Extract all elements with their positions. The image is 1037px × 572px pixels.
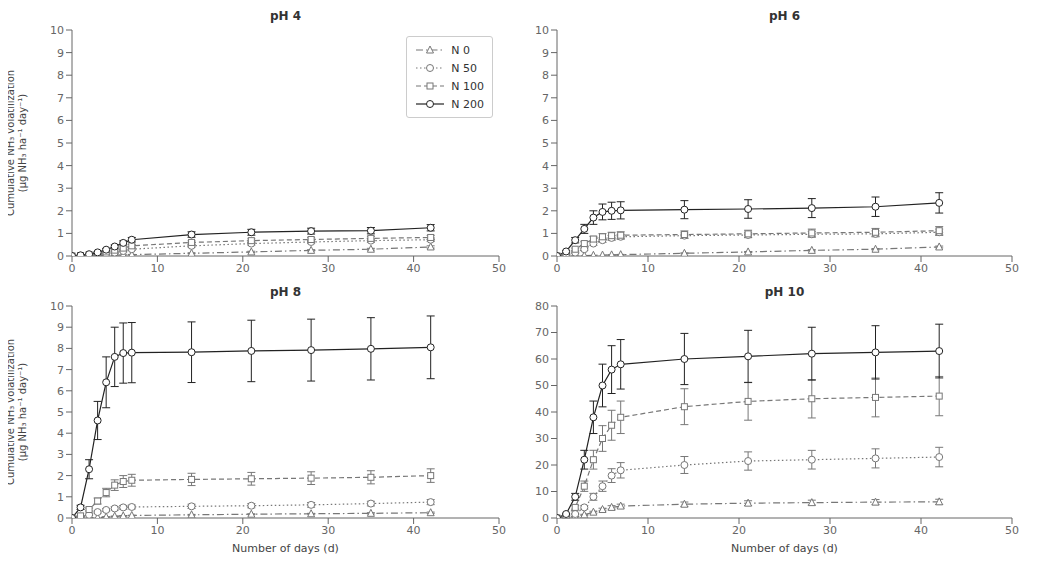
svg-text:50: 50 bbox=[535, 379, 549, 392]
svg-text:10: 10 bbox=[535, 24, 549, 37]
svg-text:20: 20 bbox=[535, 459, 549, 472]
svg-text:5: 5 bbox=[542, 137, 549, 150]
svg-text:4: 4 bbox=[57, 160, 64, 173]
svg-text:Number of days (d): Number of days (d) bbox=[731, 542, 838, 554]
html-text:pH 6: pH 6 bbox=[768, 9, 801, 23]
svg-text:10: 10 bbox=[50, 300, 64, 313]
svg-text:50: 50 bbox=[492, 262, 506, 275]
html-text:pH 10: pH 10 bbox=[764, 285, 805, 299]
svg-text:7: 7 bbox=[57, 364, 64, 377]
svg-text:20: 20 bbox=[732, 262, 746, 275]
svg-text:30: 30 bbox=[823, 524, 837, 537]
svg-text:0: 0 bbox=[69, 262, 76, 275]
svg-text:2: 2 bbox=[57, 470, 64, 483]
svg-text:4: 4 bbox=[57, 427, 64, 440]
svg-text:40: 40 bbox=[407, 262, 421, 275]
svg-text:40: 40 bbox=[407, 524, 421, 537]
svg-text:9: 9 bbox=[57, 321, 64, 334]
svg-text:4: 4 bbox=[542, 160, 549, 173]
svg-text:0: 0 bbox=[554, 524, 561, 537]
svg-text:10: 10 bbox=[535, 485, 549, 498]
svg-text:0: 0 bbox=[57, 512, 64, 525]
html-text:N 50: N 50 bbox=[451, 61, 477, 75]
svg-text:0: 0 bbox=[542, 512, 549, 525]
html-text:N 100: N 100 bbox=[451, 79, 484, 93]
svg-text:8: 8 bbox=[542, 69, 549, 82]
svg-text:3: 3 bbox=[57, 182, 64, 195]
html-text:pH 4: pH 4 bbox=[269, 9, 302, 23]
svg-text:Cumulative NH₃ volatilization(: Cumulative NH₃ volatilization(μg NH₃ ha⁻… bbox=[8, 339, 28, 485]
svg-text:7: 7 bbox=[57, 92, 64, 105]
svg-text:Number of days (d): Number of days (d) bbox=[232, 542, 339, 554]
svg-text:10: 10 bbox=[150, 262, 164, 275]
svg-text:30: 30 bbox=[321, 262, 335, 275]
svg-text:2: 2 bbox=[57, 205, 64, 218]
svg-text:40: 40 bbox=[914, 524, 928, 537]
svg-text:5: 5 bbox=[57, 137, 64, 150]
html-text:pH 8: pH 8 bbox=[269, 285, 302, 299]
svg-text:3: 3 bbox=[542, 182, 549, 195]
svg-text:40: 40 bbox=[535, 406, 549, 419]
svg-text:6: 6 bbox=[57, 385, 64, 398]
svg-text:7: 7 bbox=[542, 92, 549, 105]
svg-text:10: 10 bbox=[641, 524, 655, 537]
svg-text:20: 20 bbox=[236, 524, 250, 537]
svg-text:80: 80 bbox=[535, 300, 549, 313]
html-text:N 200: N 200 bbox=[451, 97, 484, 111]
svg-text:1: 1 bbox=[542, 227, 549, 240]
svg-text:9: 9 bbox=[542, 47, 549, 60]
svg-text:2: 2 bbox=[542, 205, 549, 218]
svg-text:60: 60 bbox=[535, 353, 549, 366]
svg-text:10: 10 bbox=[641, 262, 655, 275]
svg-text:30: 30 bbox=[823, 262, 837, 275]
svg-text:9: 9 bbox=[57, 47, 64, 60]
svg-text:0: 0 bbox=[57, 250, 64, 263]
svg-text:10: 10 bbox=[50, 24, 64, 37]
html-text:N 0: N 0 bbox=[451, 43, 470, 57]
svg-text:50: 50 bbox=[1005, 524, 1019, 537]
svg-text:0: 0 bbox=[554, 262, 561, 275]
svg-text:6: 6 bbox=[542, 114, 549, 127]
svg-text:5: 5 bbox=[57, 406, 64, 419]
svg-text:0: 0 bbox=[69, 524, 76, 537]
svg-text:1: 1 bbox=[57, 491, 64, 504]
svg-text:0: 0 bbox=[542, 250, 549, 263]
svg-text:40: 40 bbox=[914, 262, 928, 275]
svg-text:50: 50 bbox=[1005, 262, 1019, 275]
svg-text:6: 6 bbox=[57, 114, 64, 127]
svg-text:1: 1 bbox=[57, 227, 64, 240]
svg-text:8: 8 bbox=[57, 342, 64, 355]
svg-text:8: 8 bbox=[57, 69, 64, 82]
svg-text:3: 3 bbox=[57, 448, 64, 461]
svg-text:10: 10 bbox=[150, 524, 164, 537]
svg-text:30: 30 bbox=[535, 432, 549, 445]
svg-text:Cumulative NH₃ volatilization(: Cumulative NH₃ volatilization(μg NH₃ ha⁻… bbox=[8, 70, 28, 216]
svg-text:20: 20 bbox=[732, 524, 746, 537]
svg-text:70: 70 bbox=[535, 326, 549, 339]
svg-text:20: 20 bbox=[236, 262, 250, 275]
svg-text:50: 50 bbox=[492, 524, 506, 537]
svg-text:30: 30 bbox=[321, 524, 335, 537]
